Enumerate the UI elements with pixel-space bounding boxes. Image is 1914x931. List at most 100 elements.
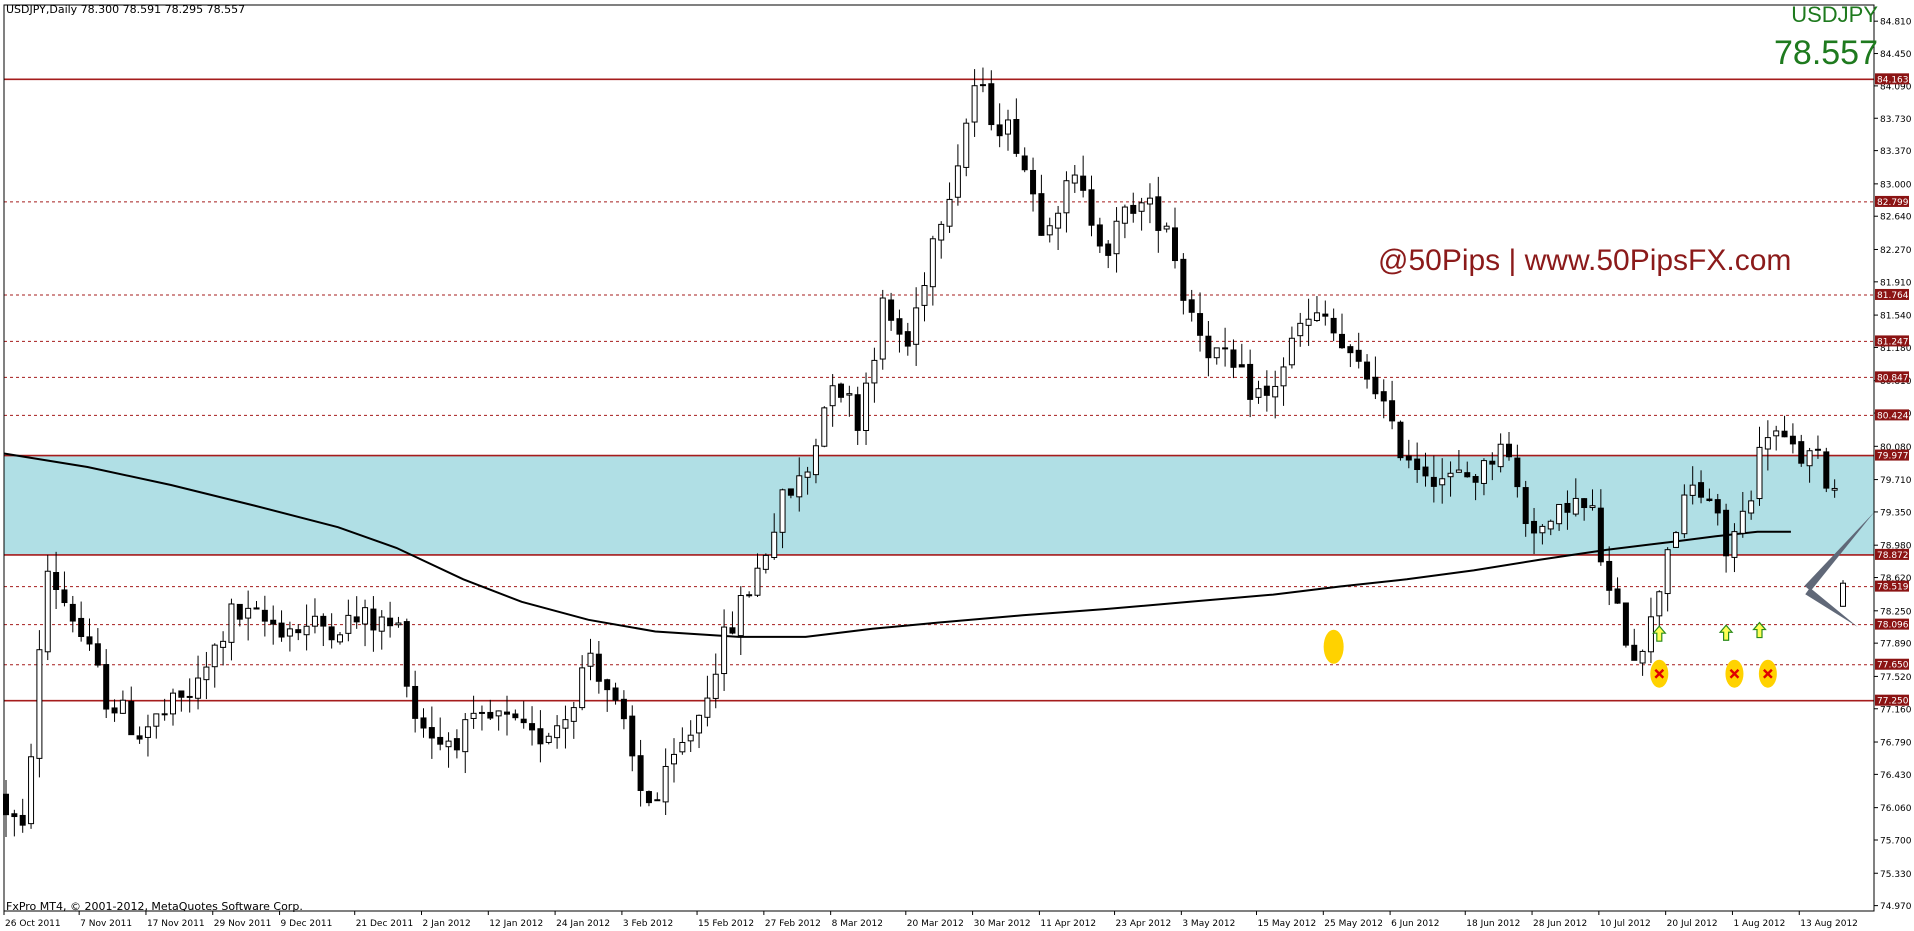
- candle: [1798, 434, 1805, 467]
- candle-body: [1514, 457, 1521, 488]
- resistance-zone: [4, 455, 1874, 555]
- candle: [854, 386, 861, 445]
- candle: [487, 699, 494, 721]
- candle: [771, 513, 778, 560]
- candle: [879, 289, 886, 370]
- candle-body: [904, 331, 911, 347]
- candle: [787, 488, 794, 499]
- candle: [303, 604, 310, 651]
- candle-body: [478, 711, 485, 714]
- candle-body: [963, 122, 970, 168]
- y-tick-label: 74.970: [1880, 902, 1912, 912]
- candle: [1247, 349, 1254, 418]
- candle-body: [1639, 650, 1646, 664]
- candle: [44, 554, 51, 661]
- candle: [86, 618, 93, 651]
- candle: [195, 655, 202, 710]
- candle-body: [278, 622, 285, 638]
- candle-body: [236, 603, 243, 620]
- candle-body: [879, 297, 886, 360]
- candle: [946, 182, 953, 233]
- candle-body: [729, 627, 736, 634]
- candle: [1497, 433, 1504, 473]
- candle-body: [1080, 175, 1087, 191]
- candle: [1597, 489, 1604, 566]
- candle: [453, 729, 460, 759]
- candle-body: [654, 799, 661, 802]
- candle: [1430, 455, 1437, 503]
- candle-body: [1422, 466, 1429, 477]
- candle: [1146, 183, 1153, 224]
- highlight-ellipse: [1323, 629, 1344, 664]
- candle: [1781, 415, 1788, 438]
- candle-body: [211, 644, 218, 668]
- candle: [504, 695, 510, 736]
- candle: [829, 374, 836, 427]
- candle: [1105, 240, 1112, 269]
- level-price-label: 80.424: [1877, 411, 1909, 421]
- candle: [311, 598, 318, 634]
- candle: [295, 624, 302, 641]
- candle: [1831, 479, 1838, 498]
- candle: [804, 466, 811, 495]
- candle: [645, 790, 652, 807]
- candle: [228, 598, 235, 661]
- candle-body: [487, 711, 494, 719]
- ma-line: [3, 452, 1791, 638]
- level-price-label: 77.250: [1877, 697, 1909, 707]
- candle-body: [1606, 560, 1613, 591]
- candle-body: [1572, 497, 1579, 515]
- candle-body: [1263, 385, 1270, 396]
- candle: [1647, 597, 1654, 664]
- candle-body: [971, 85, 978, 123]
- candle: [579, 655, 586, 711]
- y-tick-label: 75.330: [1880, 870, 1912, 880]
- candle: [554, 715, 561, 749]
- candle-body: [86, 636, 93, 645]
- candle-body: [762, 554, 769, 570]
- candle: [629, 705, 636, 772]
- candle-body: [954, 165, 961, 198]
- candle-body: [1163, 225, 1170, 230]
- candle-body: [1798, 441, 1805, 464]
- candle-body: [863, 382, 870, 431]
- candle-body: [812, 445, 819, 476]
- candle-body: [1288, 337, 1295, 366]
- x-tick-label: 17 Nov 2011: [147, 919, 205, 929]
- y-tick-label: 76.790: [1880, 739, 1912, 749]
- candle-body: [1831, 487, 1838, 491]
- candle-body: [228, 603, 235, 643]
- candle-body: [1088, 189, 1095, 226]
- y-tick-label: 83.370: [1880, 147, 1912, 157]
- candle-body: [353, 616, 360, 623]
- candle: [838, 382, 844, 403]
- candle-body: [1021, 155, 1028, 171]
- level-price-badge: [1875, 694, 1909, 706]
- candle: [1814, 435, 1821, 459]
- candle-body: [1130, 204, 1137, 214]
- zone-rect: [4, 455, 1874, 555]
- candle-body: [1714, 499, 1721, 514]
- candle: [754, 553, 761, 598]
- cross-marker-icon: [1763, 668, 1773, 679]
- candle: [1188, 289, 1195, 322]
- candle-body: [1756, 446, 1763, 500]
- candle: [1748, 490, 1755, 520]
- candle-body: [787, 488, 794, 496]
- candle: [896, 309, 903, 353]
- candle-body: [445, 740, 452, 748]
- candle: [562, 705, 569, 749]
- candle-body: [1439, 478, 1446, 486]
- candle-body: [1339, 333, 1345, 349]
- y-tick-label: 77.520: [1880, 673, 1912, 683]
- candle-body: [754, 567, 761, 596]
- candle: [737, 586, 744, 656]
- candle-body: [838, 383, 844, 398]
- candle-body: [1748, 500, 1755, 514]
- candle: [1347, 344, 1354, 368]
- y-tick-label: 82.640: [1880, 213, 1912, 223]
- candle: [696, 714, 703, 749]
- candle: [1339, 313, 1345, 349]
- candle: [420, 708, 427, 738]
- candle: [278, 610, 285, 642]
